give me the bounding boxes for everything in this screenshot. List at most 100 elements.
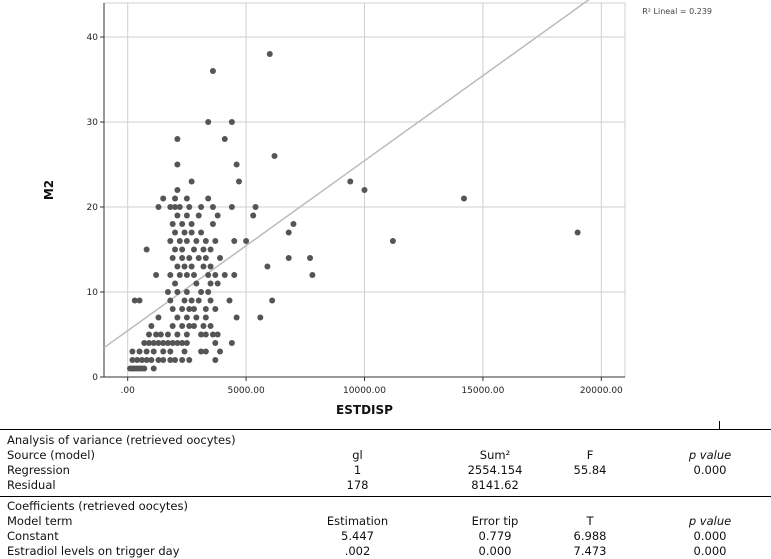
data-point <box>243 238 250 244</box>
data-point <box>172 246 179 253</box>
data-point <box>167 238 174 244</box>
coefficients-top-rule <box>0 496 771 497</box>
anova-title: Analysis of variance (retrieved oocytes) <box>7 433 236 447</box>
data-point <box>198 348 205 355</box>
data-point <box>207 263 214 270</box>
data-point <box>205 272 212 278</box>
data-point <box>183 272 190 278</box>
coefficients-cell: .002 <box>344 544 371 558</box>
data-point <box>285 255 292 261</box>
data-point <box>188 263 195 270</box>
data-point <box>200 323 207 329</box>
data-point <box>231 272 238 278</box>
data-point <box>198 229 205 236</box>
data-point <box>198 204 205 210</box>
coefficients-header-term: Model term <box>7 514 73 528</box>
data-point <box>252 204 259 210</box>
data-point <box>176 272 183 278</box>
data-point <box>183 238 190 244</box>
data-point <box>228 340 235 346</box>
data-point <box>179 246 186 253</box>
data-point <box>209 204 216 210</box>
coefficients-header-t: T <box>586 514 594 528</box>
data-point <box>143 348 150 355</box>
data-point <box>169 340 176 346</box>
data-point <box>460 195 467 202</box>
data-point <box>169 306 176 312</box>
data-point <box>141 365 148 372</box>
data-point <box>307 255 314 261</box>
data-point <box>212 272 219 278</box>
data-point <box>186 323 193 329</box>
data-point <box>176 238 183 244</box>
coefficients-cell: 0.000 <box>693 544 727 558</box>
anova-cell: Residual <box>7 478 56 492</box>
chart-svg: .00 5000.00 10000.00 15000.00 20000.00 0 10 20 3… <box>42 0 712 417</box>
coefficients-header-error: Error tip <box>471 514 519 528</box>
anova-cell: 0.000 <box>693 463 727 477</box>
y-tick-label: 20 <box>87 203 99 213</box>
anova-top-rule <box>0 429 771 430</box>
data-point <box>160 195 167 202</box>
data-point <box>221 136 228 142</box>
data-point <box>145 340 152 346</box>
data-point <box>131 297 138 304</box>
data-point <box>169 323 176 329</box>
coefficients-cell: Constant <box>7 529 59 543</box>
data-point <box>264 263 271 270</box>
coefficients-cell: Estradiol levels on trigger day <box>7 544 180 558</box>
data-point <box>174 331 181 338</box>
data-point <box>188 178 195 185</box>
data-point <box>153 331 160 338</box>
data-point <box>150 340 157 346</box>
data-point <box>183 331 190 338</box>
data-point <box>172 280 179 287</box>
data-point <box>195 297 202 304</box>
data-point <box>150 348 157 355</box>
table-row: Constant 5.447 0.779 6.988 0.000 <box>0 529 771 544</box>
anova-cell: 55.84 <box>573 463 607 477</box>
data-point <box>200 263 207 270</box>
data-point <box>181 348 188 355</box>
data-point <box>176 204 183 210</box>
data-point <box>174 314 181 321</box>
data-point <box>183 340 190 346</box>
data-point <box>181 263 188 270</box>
data-point <box>129 357 136 363</box>
coefficients-cell: 0.779 <box>478 529 512 543</box>
data-point <box>228 119 235 125</box>
data-point <box>129 348 136 355</box>
data-point <box>179 306 186 312</box>
table-row: Estradiol levels on trigger day .002 0.0… <box>0 544 771 559</box>
x-tick-label: 10000.00 <box>343 386 386 396</box>
data-point <box>160 340 167 346</box>
data-point <box>172 195 179 202</box>
data-point <box>233 314 240 321</box>
data-point <box>214 212 221 219</box>
data-point <box>200 246 207 253</box>
data-point <box>193 314 200 321</box>
data-point <box>164 331 171 338</box>
data-point <box>157 331 164 338</box>
coefficients-cell: 7.473 <box>573 544 607 558</box>
data-point <box>212 238 219 244</box>
data-point <box>188 297 195 304</box>
data-point <box>347 178 354 185</box>
anova-header-row: Source (model) gl Sum² F p value <box>0 448 771 463</box>
anova-header-sum: Sum² <box>479 448 511 462</box>
data-point <box>174 161 181 168</box>
data-point <box>179 357 186 363</box>
table-row: Residual 178 8141.62 <box>0 478 771 493</box>
data-point <box>183 289 190 295</box>
data-point <box>148 323 155 329</box>
data-point <box>269 297 276 304</box>
data-point <box>250 212 257 219</box>
data-point <box>155 204 162 210</box>
data-point <box>160 357 167 363</box>
data-point <box>207 246 214 253</box>
fit-line <box>103 0 590 349</box>
data-point <box>231 238 238 244</box>
data-point <box>155 357 162 363</box>
x-tick-label: .00 <box>121 386 136 396</box>
data-point <box>212 340 219 346</box>
